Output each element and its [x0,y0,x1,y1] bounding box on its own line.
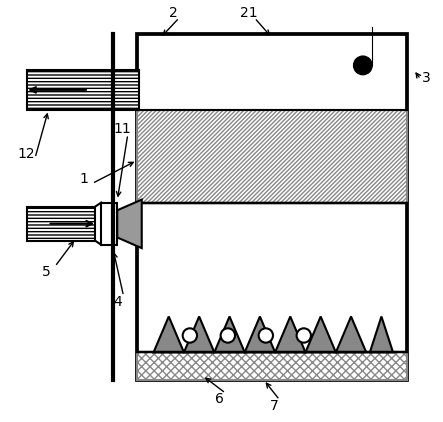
Text: 12: 12 [18,147,35,161]
Text: 5: 5 [42,265,51,279]
Text: 6: 6 [215,392,224,406]
Circle shape [354,56,372,75]
Polygon shape [275,316,306,352]
Circle shape [297,328,311,343]
Bar [137,110,407,203]
Circle shape [221,328,235,343]
Bar [27,70,139,110]
Polygon shape [370,316,393,352]
Text: 11: 11 [113,122,131,136]
Text: 3: 3 [422,71,431,85]
Polygon shape [184,316,214,352]
Polygon shape [306,316,336,352]
Text: 2: 2 [169,5,177,20]
Polygon shape [117,200,142,248]
Polygon shape [214,316,245,352]
Bar [101,203,117,245]
Text: 4: 4 [114,295,122,309]
Bar [27,207,95,241]
Bar [137,34,407,380]
Text: 7: 7 [270,399,279,413]
Polygon shape [154,316,184,352]
Polygon shape [336,316,366,352]
Circle shape [259,328,273,343]
Polygon shape [245,316,275,352]
Circle shape [183,328,197,343]
Text: 1: 1 [80,172,89,187]
Bar [137,352,407,380]
Text: 21: 21 [240,5,258,20]
